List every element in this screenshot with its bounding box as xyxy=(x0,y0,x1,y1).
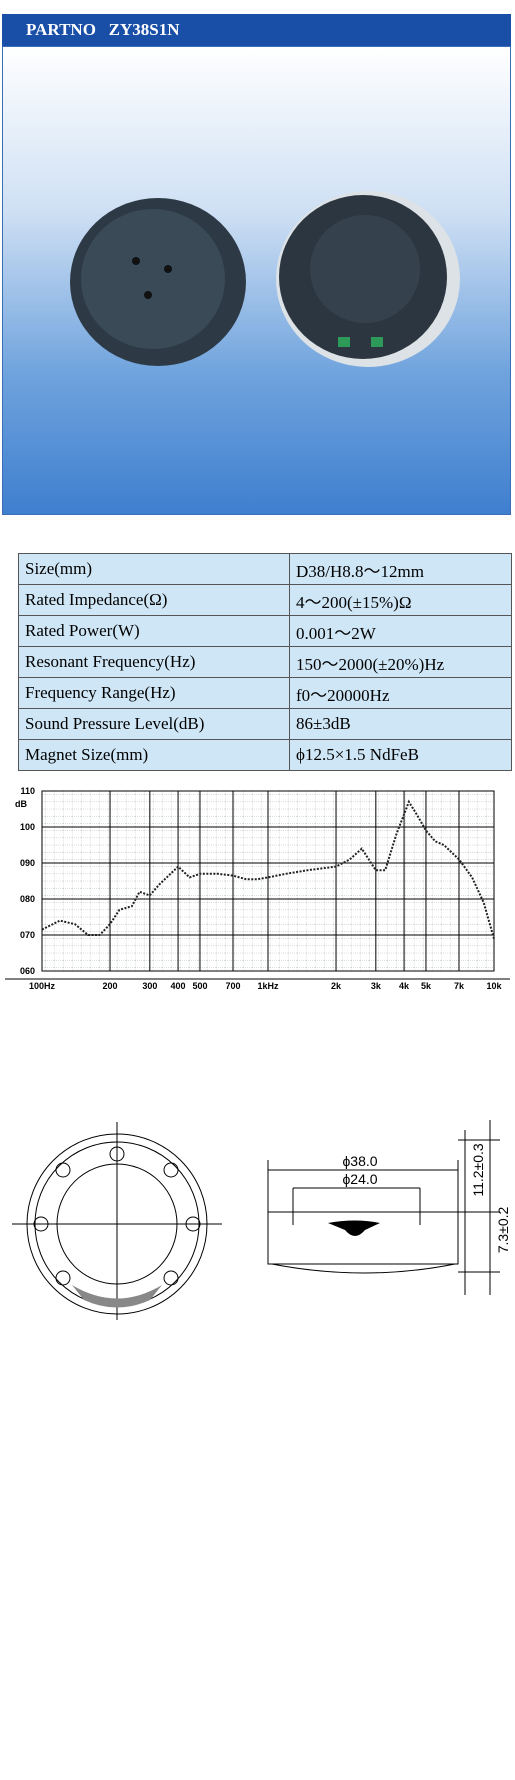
x-tick-label: 3k xyxy=(371,981,382,991)
spec-row: Rated Power(W) 0.001～2W xyxy=(18,615,512,647)
product-photo xyxy=(2,46,511,515)
spec-label: Rated Power(W) xyxy=(18,615,290,647)
terminal xyxy=(371,337,383,347)
spec-label: Magnet Size(mm) xyxy=(18,739,290,771)
x-tick-label: 7k xyxy=(454,981,465,991)
magnet xyxy=(328,1220,380,1236)
x-tick-label: 700 xyxy=(225,981,240,991)
x-tick-label: 4k xyxy=(399,981,410,991)
y-tick-label: 070 xyxy=(20,930,35,940)
terminal-area xyxy=(72,1285,162,1308)
response-curve xyxy=(41,799,495,939)
x-tick-label: 10k xyxy=(486,981,502,991)
spec-value: f0～20000Hz xyxy=(289,677,512,709)
x-tick-label: 400 xyxy=(171,981,186,991)
x-tick-label: 200 xyxy=(103,981,118,991)
spec-row: Sound Pressure Level(dB) 86±3dB xyxy=(18,708,512,740)
spec-value: ϕ12.5×1.5 NdFeB xyxy=(289,739,512,771)
page: PARTNO ZY38S1N Size(mm) D38/H8.8～12mm Rate… xyxy=(2,14,512,1320)
spec-row: Frequency Range(Hz) f0～20000Hz xyxy=(18,677,512,709)
dim-height-body: 7.3±0.2 xyxy=(495,1206,511,1253)
x-tick-label: 2k xyxy=(331,981,342,991)
x-tick-label: 100Hz xyxy=(29,981,56,991)
spec-value: D38/H8.8～12mm xyxy=(289,553,512,585)
spec-row: Rated Impedance(Ω) 4～200(±15%)Ω xyxy=(18,584,512,616)
x-tick-label: 1kHz xyxy=(257,981,279,991)
x-tick-label: 5k xyxy=(421,981,432,991)
hole xyxy=(144,291,152,299)
spec-value: 4～200(±15%)Ω xyxy=(289,584,512,616)
hole xyxy=(132,257,140,265)
spec-row: Resonant Frequency(Hz) 150～2000(±20%)Hz xyxy=(18,646,512,678)
speaker-back-face xyxy=(81,209,225,349)
spec-label: Sound Pressure Level(dB) xyxy=(18,708,290,740)
spec-label: Rated Impedance(Ω) xyxy=(18,584,290,616)
spec-value: 150～2000(±20%)Hz xyxy=(289,646,512,678)
terminal xyxy=(338,337,350,347)
x-tick-label: 500 xyxy=(192,981,207,991)
spec-label: Frequency Range(Hz) xyxy=(18,677,290,709)
y-tick-label: 080 xyxy=(20,894,35,904)
response-chart: dB 060 070 080 090 100 110 100Hz 200 300 400 500 70… xyxy=(5,786,510,991)
hole xyxy=(164,265,172,273)
spec-value: 0.001～2W xyxy=(289,615,512,647)
spec-row: Size(mm) D38/H8.8～12mm xyxy=(18,553,512,585)
header-title: PARTNO ZY38S1N xyxy=(2,14,511,46)
y-tick-label: 100 xyxy=(20,822,35,832)
spec-label: Size(mm) xyxy=(18,553,290,585)
x-tick-label: 300 xyxy=(142,981,157,991)
y-axis-label: dB xyxy=(15,799,27,809)
y-tick-label: 060 xyxy=(20,966,35,976)
spec-label: Resonant Frequency(Hz) xyxy=(18,646,290,678)
dimension-drawing: ϕ38.0 ϕ24.0 11.2±0.3 7.3±0.2 xyxy=(12,1120,511,1320)
spec-value: 86±3dB xyxy=(289,708,512,740)
spec-table: Size(mm) D38/H8.8～12mm Rated Impedance(Ω) 4… xyxy=(18,553,512,771)
y-tick-label: 090 xyxy=(20,858,35,868)
speaker-front-face xyxy=(310,215,420,323)
y-tick-label: 110 xyxy=(20,786,35,796)
dim-inner: ϕ24.0 xyxy=(342,1171,377,1187)
dim-outer: ϕ38.0 xyxy=(342,1153,377,1169)
spec-row: Magnet Size(mm) ϕ12.5×1.5 NdFeB xyxy=(18,739,512,771)
photo-art xyxy=(70,191,460,367)
dim-height-total: 11.2±0.3 xyxy=(470,1143,486,1197)
